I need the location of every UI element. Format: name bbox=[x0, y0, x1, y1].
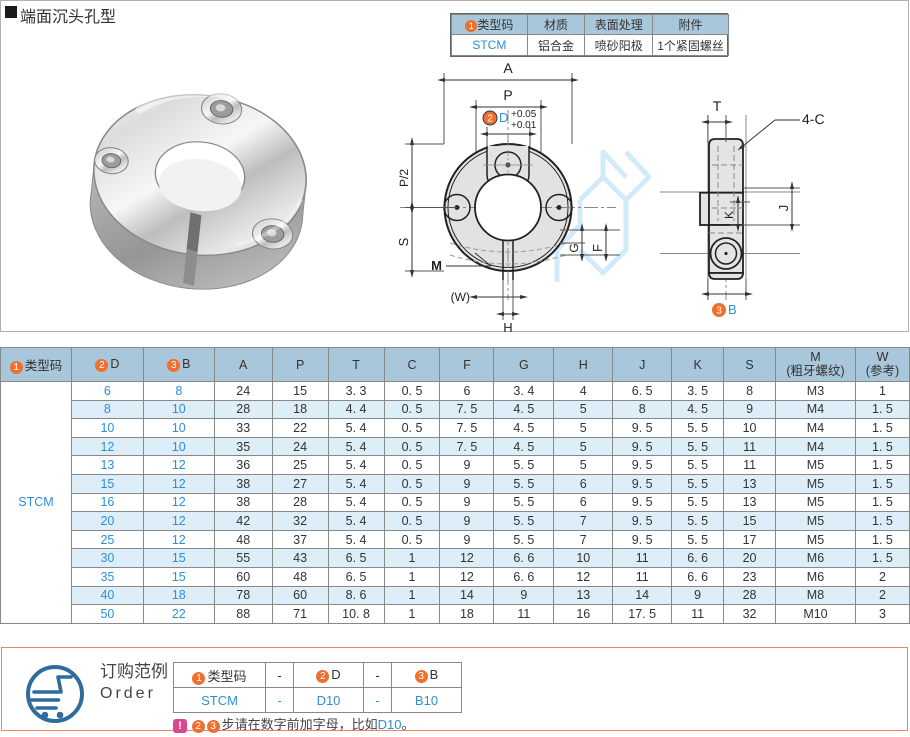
svg-text:T: T bbox=[713, 98, 722, 114]
svg-text:K: K bbox=[722, 211, 736, 219]
svg-text:3: 3 bbox=[716, 306, 722, 317]
svg-text:J: J bbox=[776, 205, 791, 212]
svg-text:4-C: 4-C bbox=[802, 111, 825, 127]
svg-text:B: B bbox=[728, 302, 737, 317]
